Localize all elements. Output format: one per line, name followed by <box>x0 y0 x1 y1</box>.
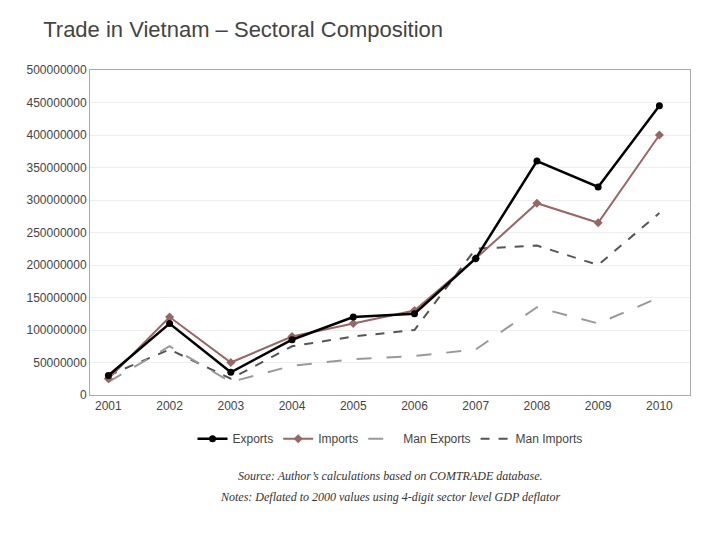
svg-text:0: 0 <box>80 388 87 402</box>
svg-text:2008: 2008 <box>524 399 551 413</box>
svg-text:2006: 2006 <box>401 399 428 413</box>
svg-text:150000000: 150000000 <box>27 291 87 305</box>
svg-text:50000000: 50000000 <box>33 356 87 370</box>
svg-text:Source: Author’s calculations: Source: Author’s calculations based on C… <box>238 469 543 483</box>
svg-text:300000000: 300000000 <box>27 193 87 207</box>
svg-text:2010: 2010 <box>646 399 673 413</box>
svg-text:350000000: 350000000 <box>27 161 87 175</box>
svg-text:2003: 2003 <box>217 399 244 413</box>
svg-text:450000000: 450000000 <box>27 96 87 110</box>
svg-text:Imports: Imports <box>318 432 358 446</box>
svg-text:2009: 2009 <box>585 399 612 413</box>
svg-text:Trade in Vietnam – Sectoral Co: Trade in Vietnam – Sectoral Composition <box>43 17 443 42</box>
svg-text:Man Exports: Man Exports <box>403 432 470 446</box>
svg-text:2005: 2005 <box>340 399 367 413</box>
svg-text:Man Imports: Man Imports <box>516 432 583 446</box>
svg-text:Exports: Exports <box>233 432 274 446</box>
svg-text:2007: 2007 <box>462 399 489 413</box>
svg-text:Notes: Deflated to 2000 values: Notes: Deflated to 2000 values using 4-d… <box>220 490 560 504</box>
svg-text:2004: 2004 <box>279 399 306 413</box>
svg-text:500000000: 500000000 <box>27 63 87 77</box>
svg-text:250000000: 250000000 <box>27 226 87 240</box>
svg-text:400000000: 400000000 <box>27 128 87 142</box>
svg-text:2002: 2002 <box>156 399 183 413</box>
svg-text:100000000: 100000000 <box>27 323 87 337</box>
svg-text:2001: 2001 <box>95 399 122 413</box>
svg-text:200000000: 200000000 <box>27 258 87 272</box>
